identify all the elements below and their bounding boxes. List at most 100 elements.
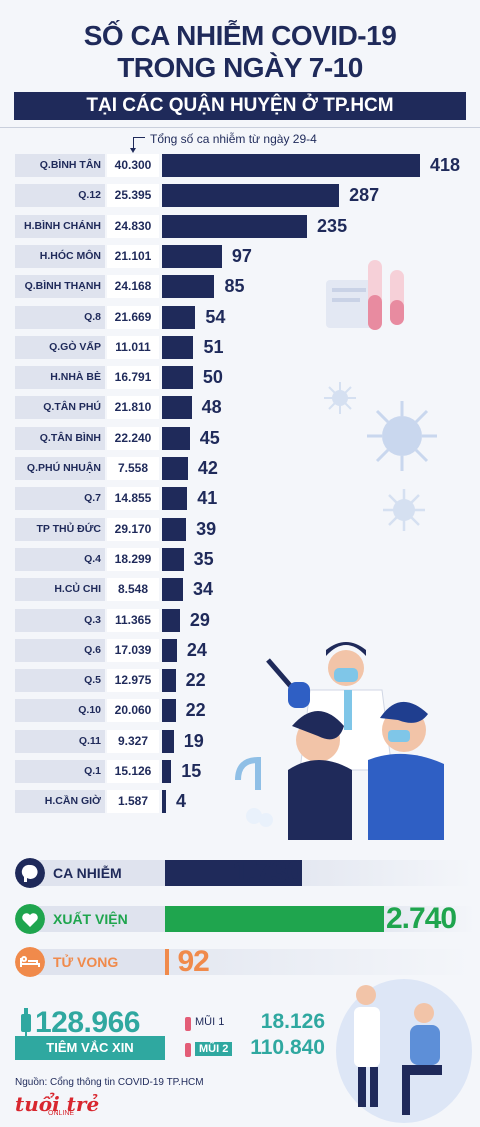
title-line-1: SỐ CA NHIỄM COVID-19	[83, 20, 397, 51]
category-label: Q.11	[15, 729, 105, 753]
summary-label: CA NHIỄM	[37, 860, 165, 886]
value-label: 54	[205, 306, 226, 327]
dose-1-value: 18.126	[260, 1010, 325, 1033]
bar	[162, 396, 192, 420]
value-label: 39	[196, 518, 217, 539]
category-label: Q.BÌNH TÂN	[15, 154, 105, 177]
category-label: Q.7	[15, 487, 105, 511]
value-label: 34	[192, 579, 214, 600]
value-label: 24	[186, 639, 207, 660]
category-label: H.CỦ CHI	[15, 578, 105, 602]
vaccination-illustration	[336, 979, 472, 1123]
totals-note: Tổng số ca nhiễm từ ngày 29-4	[150, 132, 317, 146]
summary-label: TỬ VONG	[37, 949, 165, 975]
category-label: H.BÌNH CHÁNH	[15, 214, 105, 238]
value-label: 48	[201, 397, 222, 418]
virus-small-icon-2	[383, 489, 425, 531]
total-label: 22.240	[107, 426, 159, 450]
divider	[0, 127, 480, 128]
value-label: 235	[317, 215, 348, 236]
title-line-2: TRONG NGÀY 7-10	[117, 52, 363, 83]
total-label: 9.327	[107, 729, 159, 753]
value-label: 41	[197, 488, 218, 509]
summary-row: XUẤT VIỆN 2.740	[15, 902, 475, 935]
dose-1-label: MŨI 1	[195, 1016, 225, 1028]
total-label: 11.011	[107, 335, 159, 359]
value-label: 29	[189, 609, 210, 630]
total-label: 24.168	[107, 275, 159, 299]
tuoi-tre-logo: tuổi trẻ	[15, 1092, 100, 1116]
value-label: 51	[203, 336, 224, 357]
total-label: 16.791	[107, 366, 159, 390]
page-title: SỐ CA NHIỄM COVID-19 TRONG NGÀY 7-10	[0, 0, 480, 84]
total-label: 7.558	[107, 457, 159, 480]
summary-value: 92	[177, 945, 209, 978]
source-note: Nguồn: Cổng thông tin COVID-19 TP.HCM	[15, 1077, 204, 1088]
summary-bar	[162, 949, 170, 975]
total-label: 20.060	[107, 699, 159, 723]
value-label: 42	[197, 458, 218, 478]
category-label: Q.12	[15, 184, 105, 208]
healthcare-people-illustration	[235, 642, 444, 840]
category-label: Q.3	[15, 608, 105, 632]
bar	[162, 487, 188, 511]
summary-label: XUẤT VIỆN	[37, 906, 165, 932]
total-label: 25.395	[107, 184, 159, 208]
summary-track	[384, 906, 475, 932]
category-label: Q.8	[15, 305, 105, 329]
bar	[162, 335, 194, 359]
summary-bar	[162, 860, 303, 886]
total-label: 1.587	[107, 790, 159, 814]
category-label: Q.4	[15, 547, 105, 571]
summary-value: 2.740	[386, 902, 457, 935]
bar	[162, 638, 177, 662]
category-label: TP THỦ ĐỨC	[15, 517, 105, 541]
bar	[162, 699, 176, 723]
vaccine-total-card: 128.966 TIÊM VẮC XIN	[15, 1006, 165, 1060]
syringe-icon	[21, 1008, 31, 1036]
value-label: 45	[199, 427, 220, 448]
category-label: Q.10	[15, 699, 105, 723]
category-label: Q.TÂN PHÚ	[15, 396, 105, 420]
value-label: 35	[193, 548, 214, 569]
bar	[162, 184, 340, 208]
virus-icon	[367, 401, 437, 471]
summary-row: CA NHIỄM 1.730	[15, 856, 475, 889]
bar	[162, 760, 172, 783]
bar	[162, 244, 222, 268]
bar	[162, 214, 308, 238]
total-label: 14.855	[107, 487, 159, 511]
vial-icon	[185, 1017, 191, 1031]
total-label: 21.810	[107, 396, 159, 420]
vaccine-total-label: TIÊM VẮC XIN	[15, 1036, 165, 1060]
bar	[162, 669, 176, 693]
district-bar-chart: Q.BÌNH TÂN 40.300 418 Q.12 25.395 287 H.BÌNH C…	[0, 154, 480, 824]
dose-2-row: MŨI 2 110.840	[185, 1036, 325, 1062]
category-label: Q.GÒ VẤP	[15, 335, 105, 359]
value-label: 287	[349, 185, 380, 206]
value-label: 22	[185, 700, 206, 721]
total-label: 11.365	[107, 608, 159, 632]
note-arrow-icon	[130, 137, 145, 153]
summary-bar	[162, 906, 384, 932]
vial-icon-2	[185, 1043, 191, 1057]
total-label: 18.299	[107, 547, 159, 571]
bar	[162, 366, 193, 390]
category-label: H.NHÀ BÈ	[15, 366, 105, 390]
bar	[162, 790, 166, 814]
summary-track	[302, 860, 475, 886]
bar	[162, 729, 174, 753]
subtitle-band: TẠI CÁC QUẬN HUYỆN Ở TP.HCM	[14, 92, 466, 120]
value-label: 4	[176, 791, 187, 812]
category-label: Q.1	[15, 760, 105, 783]
total-label: 21.669	[107, 305, 159, 329]
value-label: 50	[202, 367, 223, 388]
value-label: 97	[231, 245, 252, 266]
total-label: 15.126	[107, 760, 159, 783]
value-label: 418	[430, 155, 461, 175]
total-label: 8.548	[107, 578, 159, 602]
vaccine-total-value: 128.966	[35, 1006, 140, 1039]
virus-small-icon	[324, 382, 356, 414]
value-label: 85	[224, 276, 245, 297]
category-label: Q.PHÚ NHUẬN	[15, 457, 105, 480]
